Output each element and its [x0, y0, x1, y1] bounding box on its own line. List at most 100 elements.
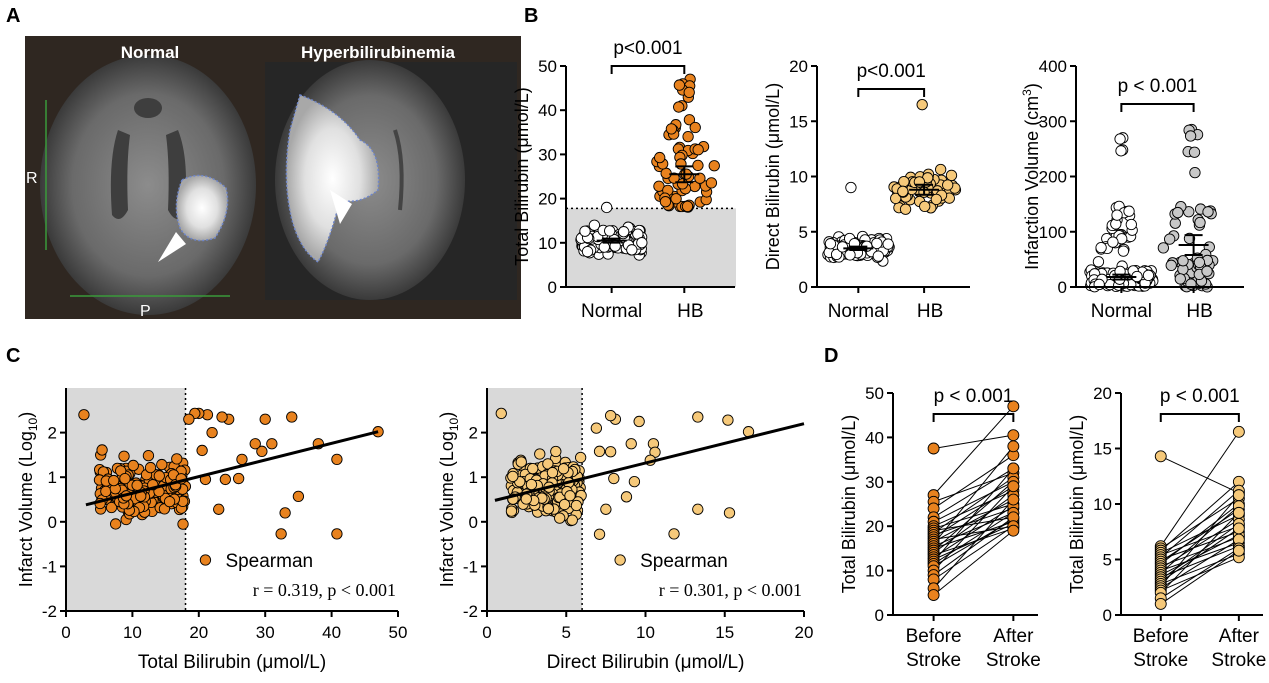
y-tick-label: 10: [1093, 495, 1112, 514]
mri-axis-p: P: [140, 303, 151, 320]
data-point: [570, 499, 583, 512]
y-tick-label: 20: [1093, 384, 1112, 403]
significance-bracket: [1120, 103, 1195, 112]
data-point: [1164, 233, 1176, 245]
y-tick-label: 1: [469, 468, 478, 487]
pair-line: [933, 490, 1014, 527]
panel-letter-b: B: [524, 5, 538, 27]
data-point: [824, 238, 837, 250]
data-point: [331, 528, 343, 540]
data-point: [1142, 269, 1155, 281]
data-point: [206, 426, 218, 439]
data-point-after: [1007, 462, 1020, 475]
pair-line: [1160, 490, 1240, 558]
data-point: [163, 495, 176, 508]
data-point: [1165, 259, 1177, 271]
x-tick-label: 20: [795, 623, 814, 642]
y-tick-label: 1: [48, 468, 57, 487]
data-point: [890, 192, 902, 205]
pair-line: [933, 454, 1014, 509]
p-value-annotation: p<0.001: [613, 38, 682, 59]
data-point: [676, 178, 689, 190]
data-point: [682, 130, 694, 143]
data-point: [899, 203, 912, 215]
pair-line: [1160, 505, 1240, 574]
y-tick-label: 2: [469, 424, 478, 443]
data-point: [557, 463, 570, 475]
y-tick-label: 50: [865, 384, 884, 403]
data-point: [507, 470, 519, 483]
legend-marker: [614, 554, 626, 566]
data-point: [654, 151, 666, 164]
data-point: [636, 237, 648, 249]
y-tick-label: 300: [1039, 112, 1067, 131]
data-point: [919, 200, 931, 213]
pair-line: [1160, 512, 1240, 594]
data-point-before: [1154, 450, 1167, 463]
data-point: [916, 99, 928, 111]
data-point: [256, 445, 268, 457]
x-tick-label: 10: [636, 623, 655, 642]
significance-bracket: [1159, 413, 1240, 422]
data-point: [542, 503, 555, 515]
data-point: [534, 448, 546, 460]
pair-line: [1160, 503, 1240, 565]
data-point: [109, 518, 122, 530]
pair-line: [933, 434, 1014, 449]
data-point: [608, 472, 620, 485]
x-tick-label: 50: [389, 623, 408, 642]
y-axis-label: Total Bilirubin (μmol/L): [839, 415, 859, 593]
data-point: [604, 225, 616, 237]
y-tick-label: 10: [789, 168, 808, 187]
data-point: [131, 479, 143, 491]
x-tick-label: 0: [61, 623, 70, 642]
category-label-line1: After: [993, 626, 1034, 647]
data-point-after: [1232, 506, 1245, 519]
data-point: [331, 453, 343, 466]
data-point: [1174, 273, 1186, 285]
data-point: [942, 179, 954, 191]
y-axis-label-end: ): [437, 412, 457, 418]
data-point: [527, 462, 539, 475]
y-tick-label: -1: [42, 557, 57, 576]
data-point: [1114, 133, 1126, 145]
pair-line: [933, 445, 1014, 545]
data-point: [830, 248, 843, 261]
data-point: [554, 512, 566, 524]
data-point: [550, 445, 562, 458]
data-point: [118, 450, 130, 462]
data-point: [275, 528, 287, 540]
data-point: [259, 413, 271, 425]
y-tick-label: 2: [48, 424, 57, 443]
y-tick-label: 5: [1103, 551, 1112, 570]
chart-total-bilirubin-groups: 0 10 20 30 40 50 Total Bilirubin (μmol/L) Norma…: [512, 38, 736, 322]
data-point: [897, 185, 909, 197]
data-point: [692, 144, 704, 156]
y-axis-label: Infarct Volume (Log10): [437, 412, 461, 587]
data-point: [633, 415, 645, 428]
data-point: [153, 470, 165, 482]
chart-infarction-volume-groups: 0 100 200 300 400 Infarction Volume (cm3) Norm…: [1020, 57, 1244, 322]
data-point: [520, 493, 532, 505]
data-point: [1201, 265, 1213, 277]
y-tick-label: 0: [1103, 606, 1112, 625]
data-point: [601, 201, 613, 214]
legend-label: Spearman: [640, 551, 728, 572]
y-axis-label-main: Infarction Volume (cm: [1022, 96, 1042, 270]
y-tick-label: 15: [789, 112, 808, 131]
category-label-line2: Stroke: [1211, 650, 1266, 671]
p-value-annotation: p < 0.001: [1118, 76, 1198, 97]
y-axis-label-main: Total Bilirubin (μmol/L): [512, 87, 532, 265]
data-point-after: [1232, 544, 1245, 557]
data-point: [722, 414, 734, 426]
data-point: [142, 449, 155, 462]
data-point: [692, 159, 704, 172]
data-point: [659, 196, 672, 208]
pair-line: [933, 472, 1014, 503]
pair-line: [1160, 545, 1240, 578]
data-point: [898, 175, 910, 188]
data-point: [542, 458, 554, 470]
y-tick-label: 50: [538, 57, 557, 76]
data-point: [1095, 241, 1107, 254]
data-point: [665, 123, 678, 135]
